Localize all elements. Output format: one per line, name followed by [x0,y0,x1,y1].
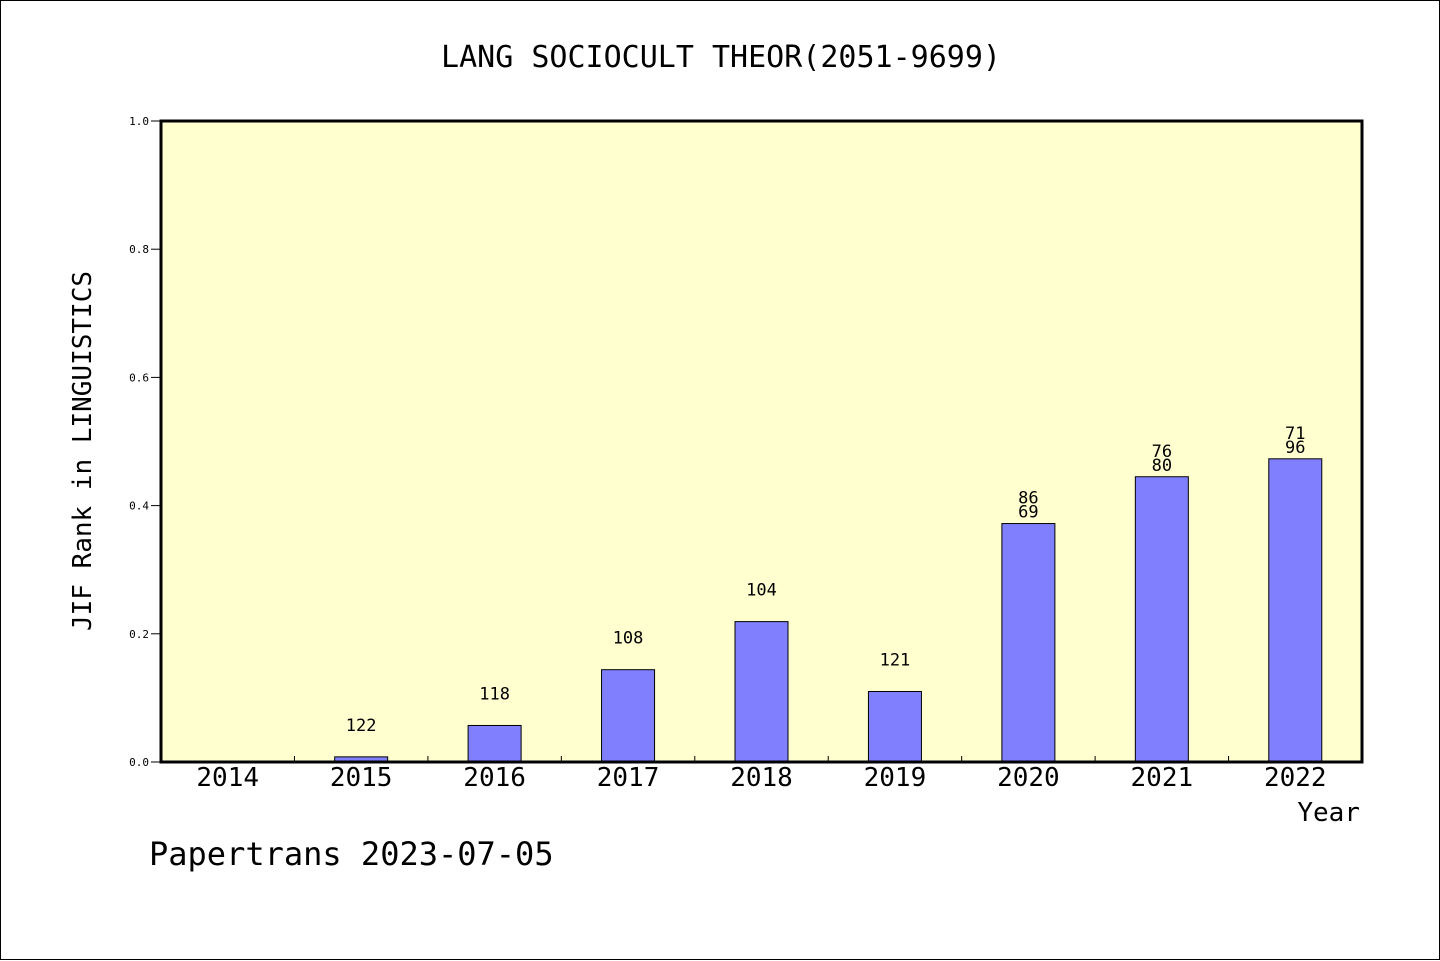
y-tick-label-0.0: 0.0 [129,756,149,769]
y-tick-label-0.4: 0.4 [129,500,149,513]
y-tick-label-0.2: 0.2 [129,628,149,641]
y-axis-label: JIF Rank in LINGUISTICS [68,271,98,631]
y-tick-label-1.0: 1.0 [129,115,149,128]
data-label-2017: 108 [613,629,644,649]
bar-2017 [601,669,656,763]
bar-2021 [1134,476,1189,763]
bar-2016 [467,724,522,763]
chart-title: LANG SOCIOCULT THEOR(2051-9699) [441,40,1001,75]
bar-2019 [867,690,922,763]
x-tick-label-2017: 2017 [597,763,660,793]
x-axis: 2014 2015 2016 2017 2018 2019 2020 2021 2022 [196,756,1327,793]
y-axis: 0.0 0.2 0.4 0.6 0.8 1.0 [129,115,161,769]
x-tick-label-2022: 2022 [1264,763,1327,793]
x-tick-label-2020: 2020 [997,763,1060,793]
x-tick-label-2015: 2015 [330,763,393,793]
y-tick-label-0.8: 0.8 [129,243,149,256]
x-tick-label-2016: 2016 [463,763,526,793]
data-label-2022-bottom: 96 [1285,438,1305,458]
bar-2020 [1001,523,1056,763]
x-tick-label-2019: 2019 [864,763,927,793]
bar-2022 [1268,458,1323,763]
data-label-2021-top: 76 [1152,442,1172,462]
data-label-2022-top: 71 [1285,424,1305,444]
bar-2018 [734,621,789,763]
data-label-2019: 121 [880,650,911,670]
plot-border [159,119,1364,764]
data-label-2020-top: 86 [1018,489,1038,509]
data-label-2020-bottom: 69 [1018,503,1038,523]
x-tick-label-2021: 2021 [1131,763,1194,793]
x-tick-label-2014: 2014 [196,763,259,793]
y-tick-label-0.6: 0.6 [129,371,149,384]
data-label-2018: 104 [746,581,777,601]
data-label-2016: 118 [479,684,510,704]
x-axis-label: Year [1297,798,1360,828]
data-label-2021-bottom: 80 [1152,456,1172,476]
bars-group [334,458,1323,763]
x-tick-label-2018: 2018 [730,763,793,793]
footer-credit: Papertrans 2023-07-05 [149,835,554,873]
data-label-2015: 122 [346,716,377,736]
